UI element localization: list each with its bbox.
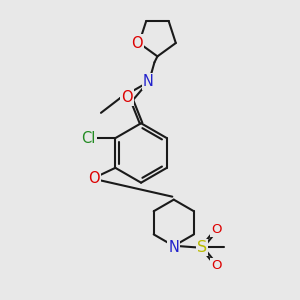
Text: O: O <box>88 171 100 186</box>
Text: O: O <box>211 260 222 272</box>
Text: S: S <box>197 240 207 255</box>
Text: O: O <box>131 35 142 50</box>
Text: O: O <box>211 223 222 236</box>
Text: O: O <box>121 90 133 105</box>
Text: N: N <box>143 74 154 89</box>
Text: Cl: Cl <box>81 130 96 146</box>
Text: N: N <box>168 240 179 255</box>
